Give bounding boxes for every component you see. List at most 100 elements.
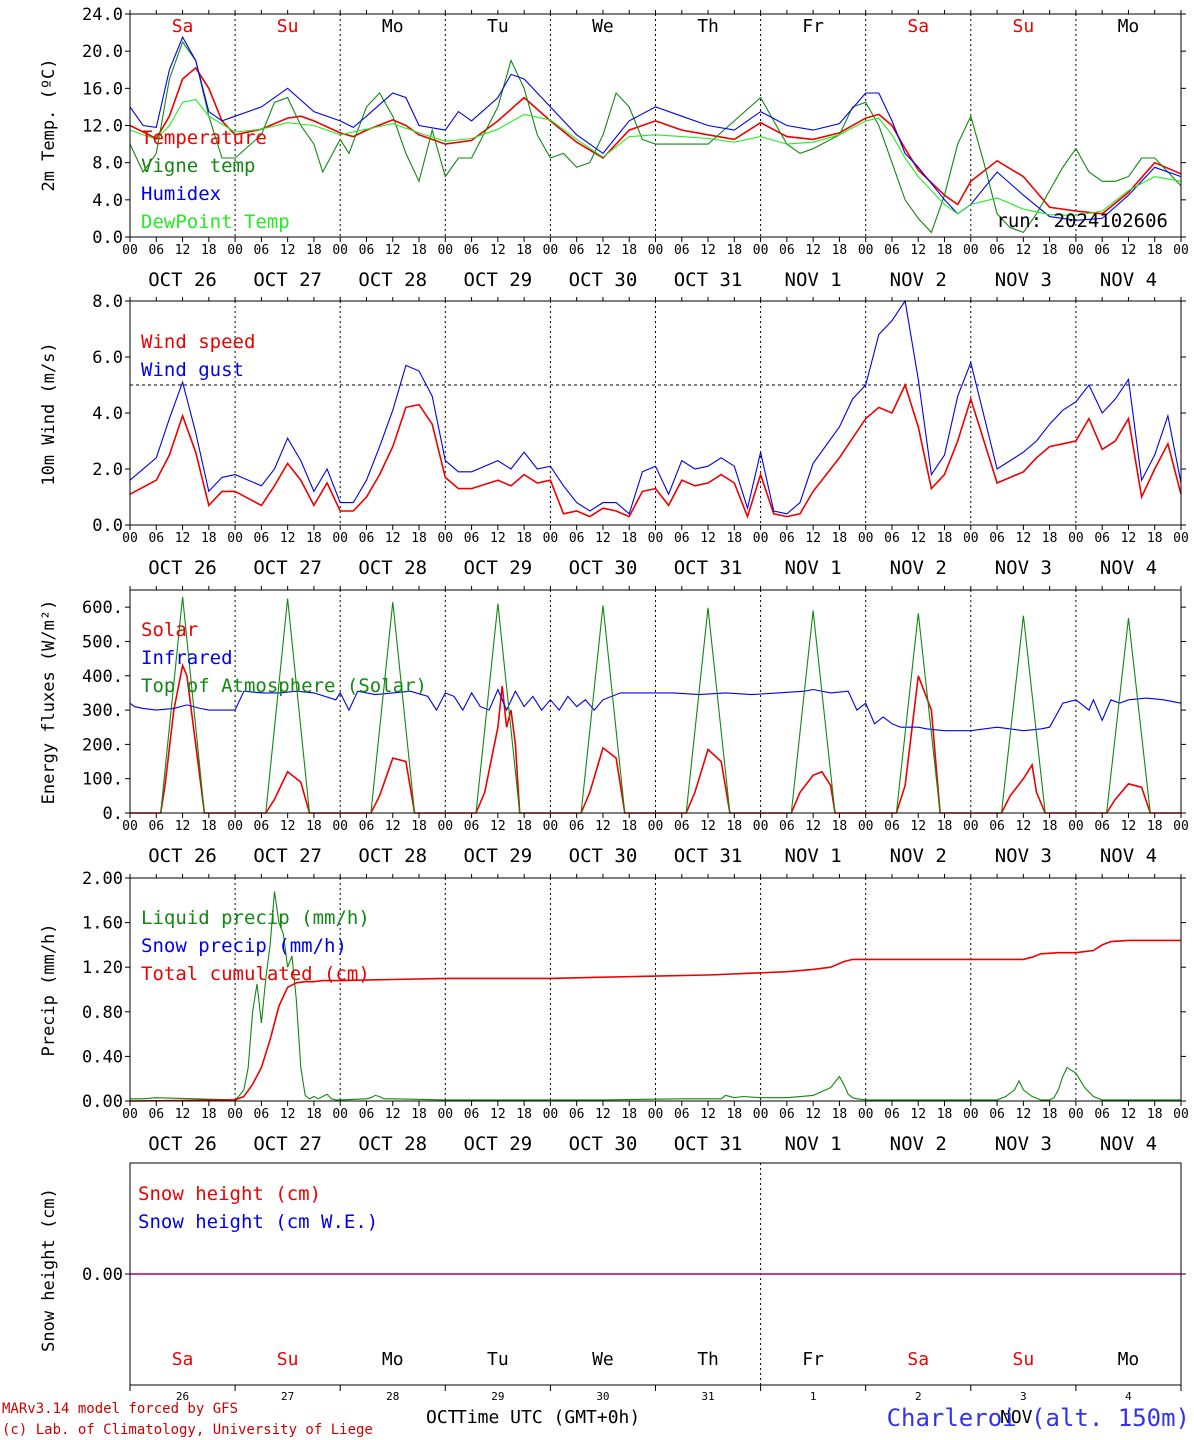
x-tick-label: 00 — [1173, 243, 1189, 258]
x-tick-label: 18 — [937, 243, 953, 258]
x-tick-label: 06 — [884, 243, 900, 258]
x-tick-label: 06 — [254, 1107, 270, 1122]
x-tick-label: 00 — [753, 819, 769, 834]
date-label: OCT 29 — [464, 557, 533, 579]
energy-y-label: Energy fluxes (W/m²) — [39, 600, 59, 805]
date-label: NOV 1 — [785, 557, 842, 579]
date-label: OCT 30 — [569, 845, 638, 867]
x-tick-label: 12 — [490, 243, 506, 258]
legend-vigne-temp: Vigne temp — [141, 155, 255, 177]
x-tick-label: 12 — [280, 531, 296, 546]
x-tick-label: 00 — [437, 531, 453, 546]
month-label-oct: OCT — [426, 1407, 459, 1428]
x-tick-label: 12 — [595, 819, 611, 834]
x-tick-label: 00 — [437, 819, 453, 834]
y-tick-label: 400. — [82, 667, 123, 687]
day-number: 4 — [1125, 1390, 1132, 1403]
y-tick-label: 500. — [82, 632, 123, 652]
x-tick-label: 12 — [1016, 243, 1032, 258]
legend-snow-height-we: Snow height (cm W.E.) — [138, 1211, 378, 1233]
date-label: NOV 2 — [890, 845, 947, 867]
x-tick-label: 00 — [648, 1107, 664, 1122]
x-tick-label: 12 — [1016, 1107, 1032, 1122]
weekday-label: Sa — [172, 16, 194, 37]
x-tick-label: 12 — [805, 531, 821, 546]
x-tick-label: 00 — [332, 819, 348, 834]
weekday-label: Mo — [382, 16, 404, 37]
x-tick-label: 12 — [175, 819, 191, 834]
date-label: NOV 1 — [785, 269, 842, 291]
date-label: NOV 2 — [890, 269, 947, 291]
x-tick-label: 00 — [437, 243, 453, 258]
x-tick-label: 12 — [910, 531, 926, 546]
x-tick-label: 18 — [516, 531, 532, 546]
legend-snow-height: Snow height (cm) — [138, 1183, 321, 1205]
x-tick-label: 00 — [753, 243, 769, 258]
x-tick-label: 18 — [1147, 819, 1163, 834]
x-tick-label: 00 — [122, 819, 138, 834]
date-label: NOV 4 — [1100, 269, 1157, 291]
x-tick-label: 12 — [700, 819, 716, 834]
weekday-label: Th — [697, 1349, 719, 1370]
date-label: NOV 1 — [785, 845, 842, 867]
x-tick-label: 18 — [411, 531, 427, 546]
x-tick-label: 18 — [201, 819, 217, 834]
x-tick-label: 18 — [201, 243, 217, 258]
x-tick-label: 12 — [175, 1107, 191, 1122]
y-tick-label: 8.0 — [92, 292, 123, 312]
date-label: NOV 1 — [785, 1133, 842, 1155]
x-tick-label: 00 — [858, 1107, 874, 1122]
energy-panel: Energy fluxes (W/m²) 0. 100. 200. 300. 400. 5… — [39, 586, 1189, 867]
x-tick-label: 18 — [621, 819, 637, 834]
month-label-nov: NOV — [1000, 1407, 1033, 1428]
x-tick-label: 06 — [674, 1107, 690, 1122]
x-tick-label: 12 — [910, 819, 926, 834]
x-tick-label: 18 — [201, 1107, 217, 1122]
legend-solar: Solar — [141, 619, 198, 641]
x-tick-label: 00 — [122, 531, 138, 546]
x-tick-label: 06 — [569, 531, 585, 546]
weekday-label: Su — [1013, 1349, 1035, 1370]
x-tick-label: 06 — [1094, 531, 1110, 546]
x-tick-label: 06 — [569, 819, 585, 834]
x-tick-label: 00 — [543, 243, 559, 258]
x-tick-label: 00 — [1173, 819, 1189, 834]
y-tick-label: 300. — [82, 701, 123, 721]
series-line-infrared — [129, 688, 1182, 732]
date-label: OCT 28 — [358, 1133, 427, 1155]
x-tick-label: 12 — [175, 531, 191, 546]
x-tick-label: 18 — [201, 531, 217, 546]
x-tick-label: 18 — [516, 243, 532, 258]
x-tick-label: 00 — [227, 819, 243, 834]
x-tick-label: 06 — [989, 531, 1005, 546]
x-tick-label: 06 — [779, 1107, 795, 1122]
date-label: NOV 4 — [1100, 845, 1157, 867]
x-tick-label: 06 — [254, 243, 270, 258]
y-tick-label: 2.0 — [92, 460, 123, 480]
date-label: OCT 30 — [569, 557, 638, 579]
x-tick-label: 18 — [1147, 243, 1163, 258]
y-tick-label: 600. — [82, 598, 123, 618]
x-tick-label: 12 — [1121, 819, 1137, 834]
date-label: OCT 31 — [674, 1133, 743, 1155]
lab-credit: (c) Lab. of Climatology, University of L… — [2, 1422, 373, 1438]
date-label: OCT 31 — [674, 557, 743, 579]
x-tick-label: 00 — [332, 243, 348, 258]
x-tick-label: 00 — [437, 1107, 453, 1122]
x-axis-title: Time UTC (GMT+0h) — [456, 1407, 640, 1428]
date-label: OCT 28 — [358, 557, 427, 579]
date-label: OCT 28 — [358, 845, 427, 867]
weekday-label: Tu — [487, 1349, 509, 1370]
x-tick-label: 06 — [674, 531, 690, 546]
x-tick-label: 00 — [963, 531, 979, 546]
x-tick-label: 18 — [937, 531, 953, 546]
weekday-label: Sa — [907, 1349, 929, 1370]
legend-humidex: Humidex — [141, 183, 221, 205]
x-tick-label: 06 — [779, 819, 795, 834]
x-tick-label: 12 — [1121, 1107, 1137, 1122]
x-tick-label: 18 — [306, 1107, 322, 1122]
date-label: NOV 2 — [890, 557, 947, 579]
day-number: 1 — [810, 1390, 817, 1403]
day-number: 2 — [915, 1390, 922, 1403]
x-tick-label: 06 — [359, 531, 375, 546]
